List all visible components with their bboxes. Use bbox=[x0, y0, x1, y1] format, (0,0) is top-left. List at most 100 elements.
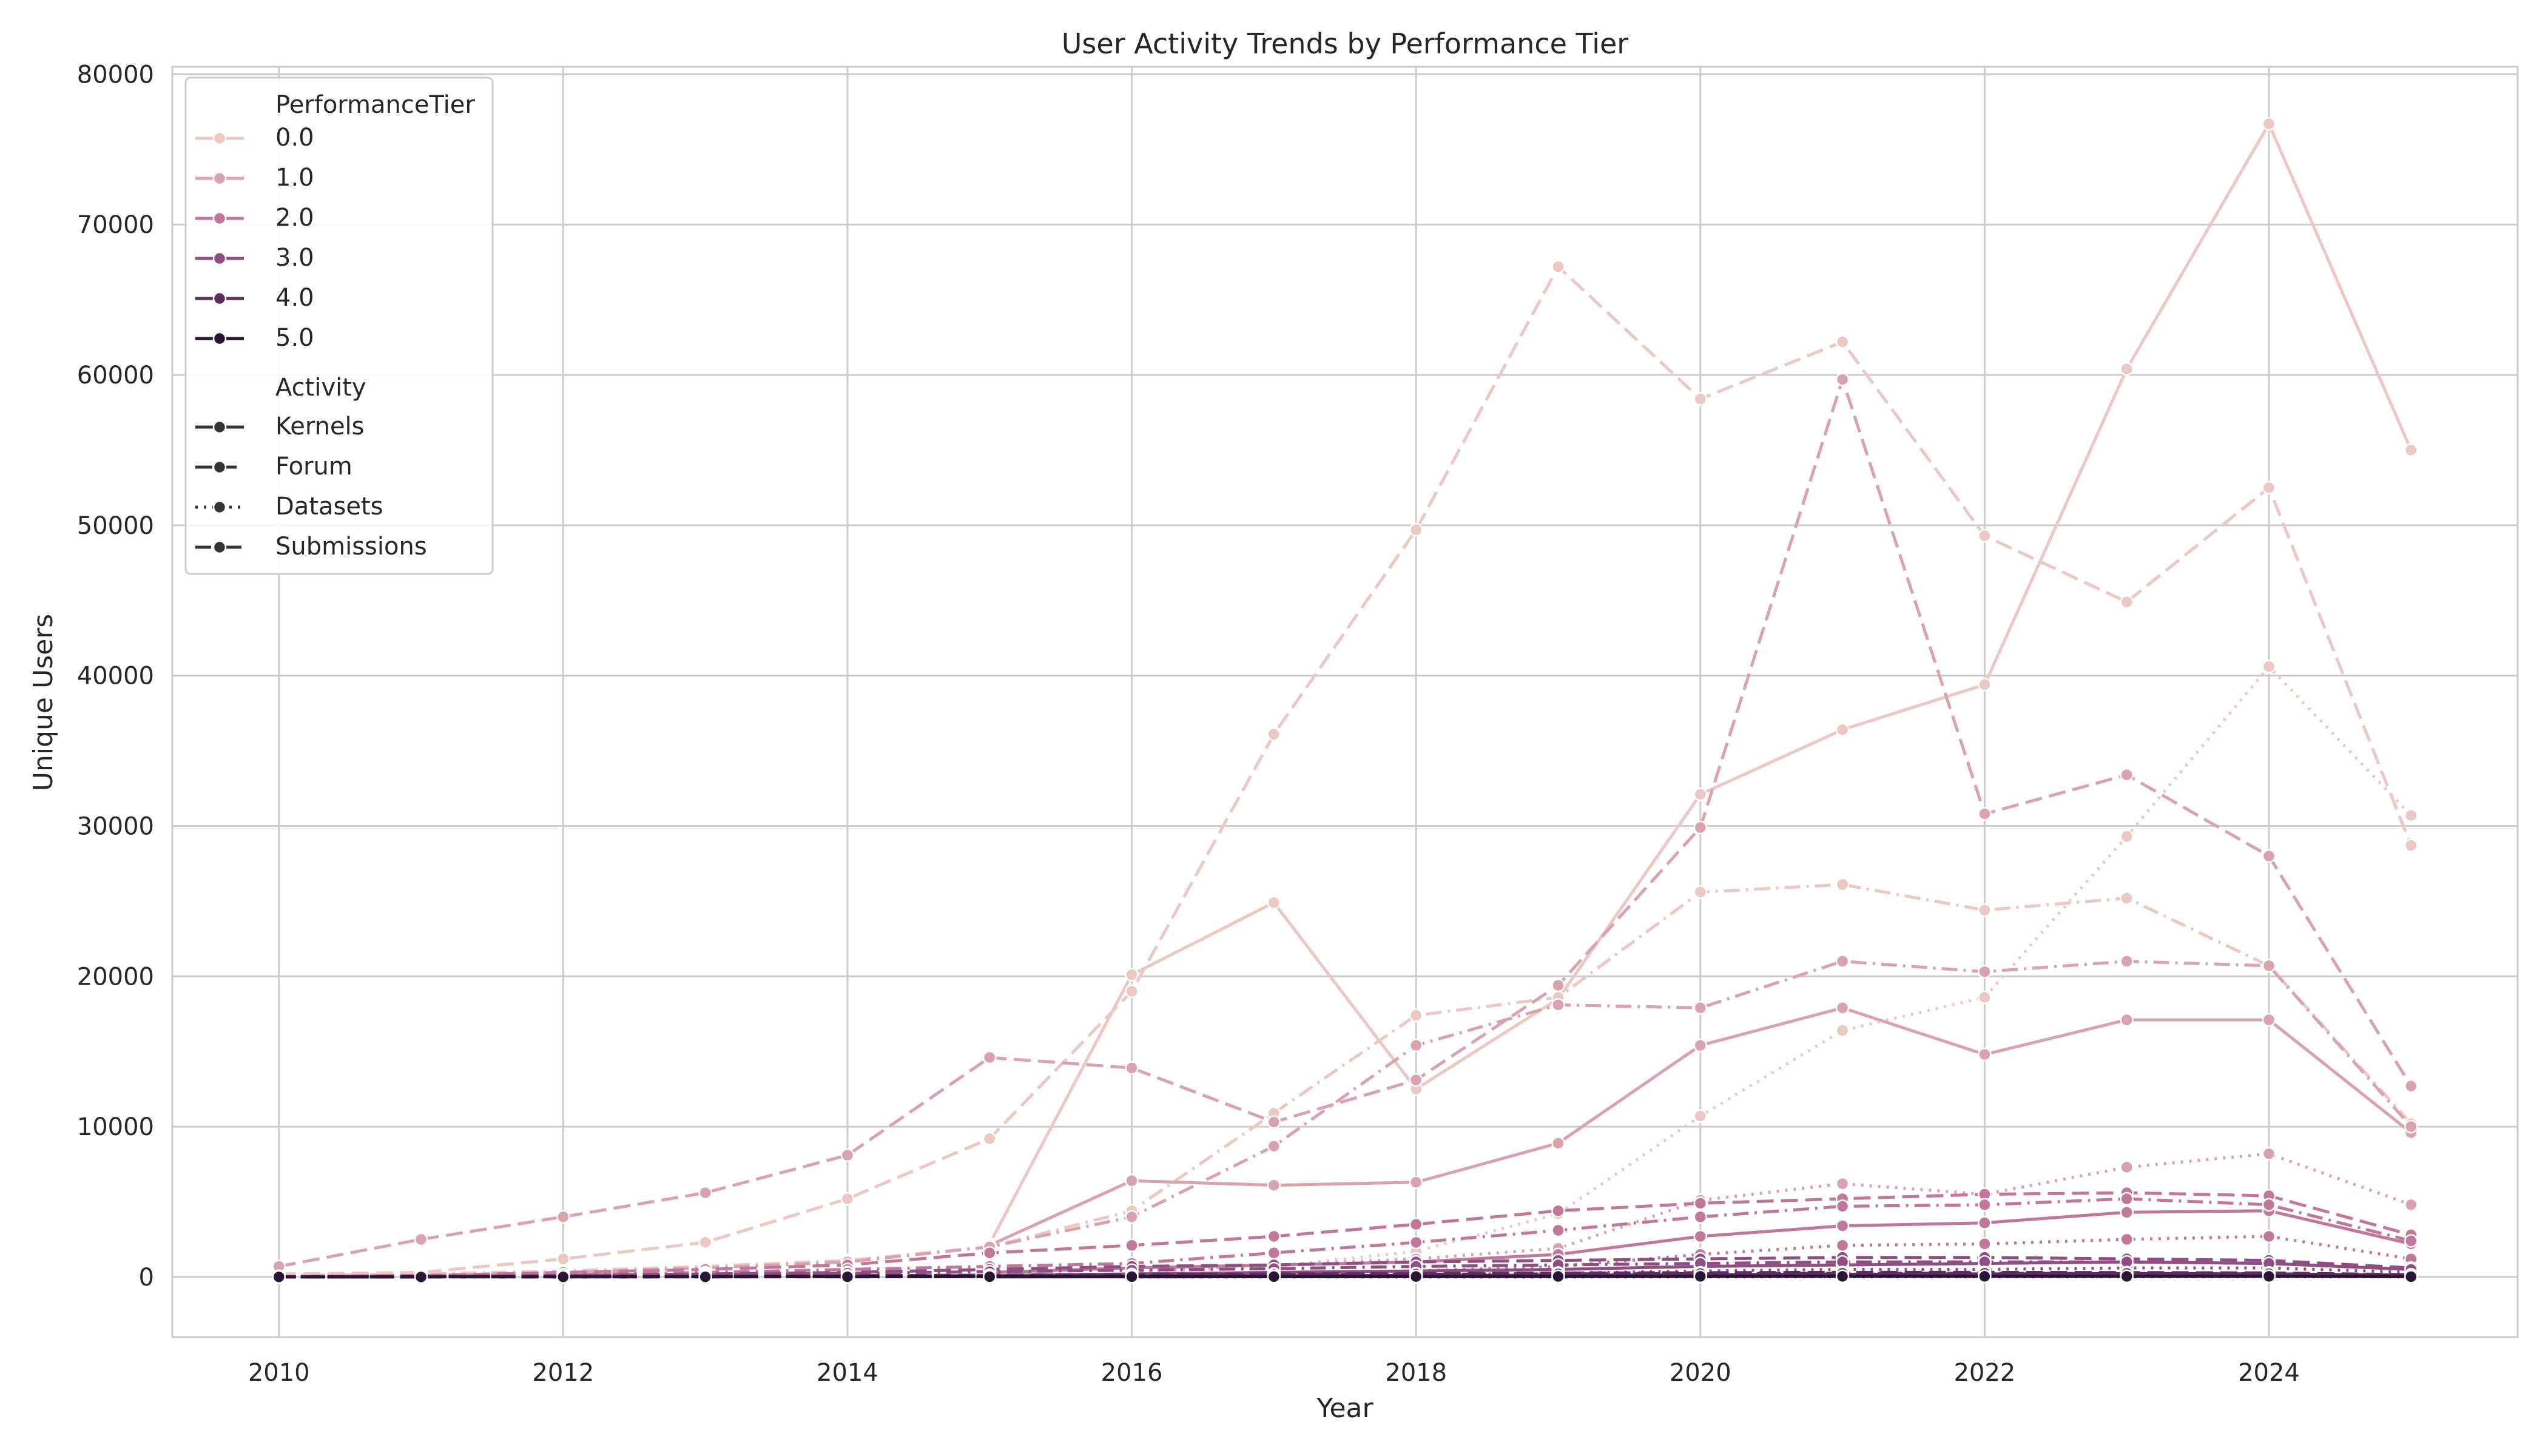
data-point bbox=[2404, 838, 2418, 852]
y-tick-label: 10000 bbox=[77, 1113, 154, 1141]
data-point bbox=[2262, 1198, 2276, 1212]
plot-frame bbox=[171, 66, 2519, 1338]
data-point bbox=[1693, 1196, 1708, 1210]
series-line bbox=[278, 1191, 2412, 1278]
x-tick-label: 2010 bbox=[248, 1359, 310, 1387]
data-point bbox=[1835, 372, 1850, 386]
data-point bbox=[1409, 1175, 1423, 1190]
data-point bbox=[2120, 362, 2134, 376]
x-axis-title: Year bbox=[1316, 1393, 1373, 1424]
legend-box bbox=[184, 76, 494, 575]
legend-item-tier: 1.0 bbox=[195, 164, 314, 192]
data-point bbox=[1125, 1238, 1139, 1253]
legend-style-title: Activity bbox=[275, 374, 366, 402]
data-point bbox=[698, 1270, 712, 1284]
series-tier-0-0-kernels bbox=[982, 116, 2418, 1251]
legend-style-entries: Kernels Forum Datasets Submissions bbox=[195, 413, 427, 561]
data-point bbox=[2262, 1229, 2276, 1244]
legend-swatch-marker bbox=[212, 291, 227, 306]
data-point bbox=[1978, 965, 1992, 979]
data-point bbox=[698, 1185, 712, 1200]
data-point bbox=[1693, 1229, 1708, 1244]
legend-item-activity: Datasets bbox=[195, 493, 383, 521]
data-point bbox=[2404, 1198, 2418, 1212]
series-line bbox=[278, 960, 2413, 1278]
data-point bbox=[1409, 523, 1423, 537]
series-tier-1-0-submissions bbox=[272, 954, 2418, 1283]
chart-title: User Activity Trends by Performance Tier bbox=[1062, 27, 1629, 60]
data-point bbox=[1551, 998, 1565, 1012]
legend-label: 1.0 bbox=[275, 164, 314, 192]
legend-item-tier: 3.0 bbox=[195, 244, 314, 272]
data-point bbox=[272, 1270, 286, 1284]
legend-item-tier: 2.0 bbox=[195, 204, 314, 232]
data-point bbox=[2262, 1147, 2276, 1161]
data-point bbox=[2262, 659, 2276, 674]
legend-label: 5.0 bbox=[275, 324, 314, 352]
legend-label: Forum bbox=[275, 453, 352, 480]
legend: PerformanceTier 0.0 1.0 2.0 3.0 4.0 5.0 Activ… bbox=[184, 76, 494, 575]
legend-swatch-marker bbox=[212, 251, 227, 266]
data-point bbox=[1409, 1038, 1423, 1053]
series-line bbox=[278, 1275, 2412, 1279]
data-point bbox=[1978, 807, 1992, 821]
legend-swatch-marker bbox=[212, 500, 227, 514]
series-tier-1-0-forum bbox=[272, 372, 2418, 1273]
data-point bbox=[2262, 1269, 2276, 1284]
data-point bbox=[1693, 1109, 1708, 1123]
y-tick-label: 40000 bbox=[77, 662, 154, 690]
data-point bbox=[2262, 849, 2276, 863]
data-point bbox=[1835, 1176, 1850, 1191]
y-tick-label: 50000 bbox=[77, 512, 154, 540]
series-line bbox=[278, 265, 2413, 1276]
x-tick-label: 2014 bbox=[817, 1359, 878, 1387]
data-point bbox=[1551, 1223, 1565, 1238]
data-point bbox=[1125, 1061, 1139, 1075]
y-tick-label: 70000 bbox=[77, 211, 154, 239]
data-point bbox=[1551, 1204, 1565, 1218]
legend-item-tier: 5.0 bbox=[195, 324, 314, 352]
legend-label: 2.0 bbox=[275, 204, 314, 232]
data-point bbox=[1693, 787, 1708, 801]
data-point bbox=[1978, 678, 1992, 692]
data-point bbox=[1835, 1238, 1850, 1253]
x-tick-label: 2018 bbox=[1385, 1359, 1447, 1387]
legend-swatch-marker bbox=[212, 540, 227, 554]
data-point bbox=[2404, 1270, 2418, 1284]
series-layer bbox=[272, 116, 2418, 1284]
series-line bbox=[278, 1272, 2412, 1279]
data-point bbox=[1267, 727, 1281, 741]
series-line bbox=[1131, 665, 2413, 1274]
grid bbox=[172, 67, 2518, 1337]
legend-label: Datasets bbox=[275, 493, 383, 521]
data-point bbox=[1125, 1270, 1139, 1284]
plot-background bbox=[172, 67, 2518, 1337]
data-point bbox=[2120, 1205, 2134, 1219]
series-tier-0-0-forum bbox=[272, 260, 2418, 1281]
data-point bbox=[1693, 1038, 1708, 1053]
data-point bbox=[2262, 1013, 2276, 1027]
data-point bbox=[2120, 1269, 2134, 1284]
data-point bbox=[2120, 595, 2134, 609]
legend-item-activity: Kernels bbox=[195, 413, 365, 440]
data-point bbox=[1835, 954, 1850, 968]
data-point bbox=[414, 1232, 428, 1247]
data-point bbox=[1978, 903, 1992, 917]
data-point bbox=[840, 1270, 855, 1284]
data-point bbox=[2120, 829, 2134, 844]
data-point bbox=[1409, 1235, 1423, 1250]
legend-label: Kernels bbox=[275, 413, 365, 440]
y-tick-label: 60000 bbox=[77, 362, 154, 389]
series-tier-5-0-submissions bbox=[272, 1269, 2418, 1284]
data-point bbox=[2262, 959, 2276, 973]
data-point bbox=[1835, 1269, 1850, 1284]
data-point bbox=[2120, 954, 2134, 968]
series-line bbox=[278, 1256, 2412, 1279]
y-tick-label: 30000 bbox=[77, 812, 154, 840]
data-point bbox=[1267, 1270, 1281, 1284]
data-point bbox=[1551, 1136, 1565, 1150]
data-point bbox=[840, 1148, 855, 1162]
data-point bbox=[1835, 335, 1850, 349]
data-point bbox=[1409, 1269, 1423, 1284]
data-point bbox=[2120, 1013, 2134, 1027]
